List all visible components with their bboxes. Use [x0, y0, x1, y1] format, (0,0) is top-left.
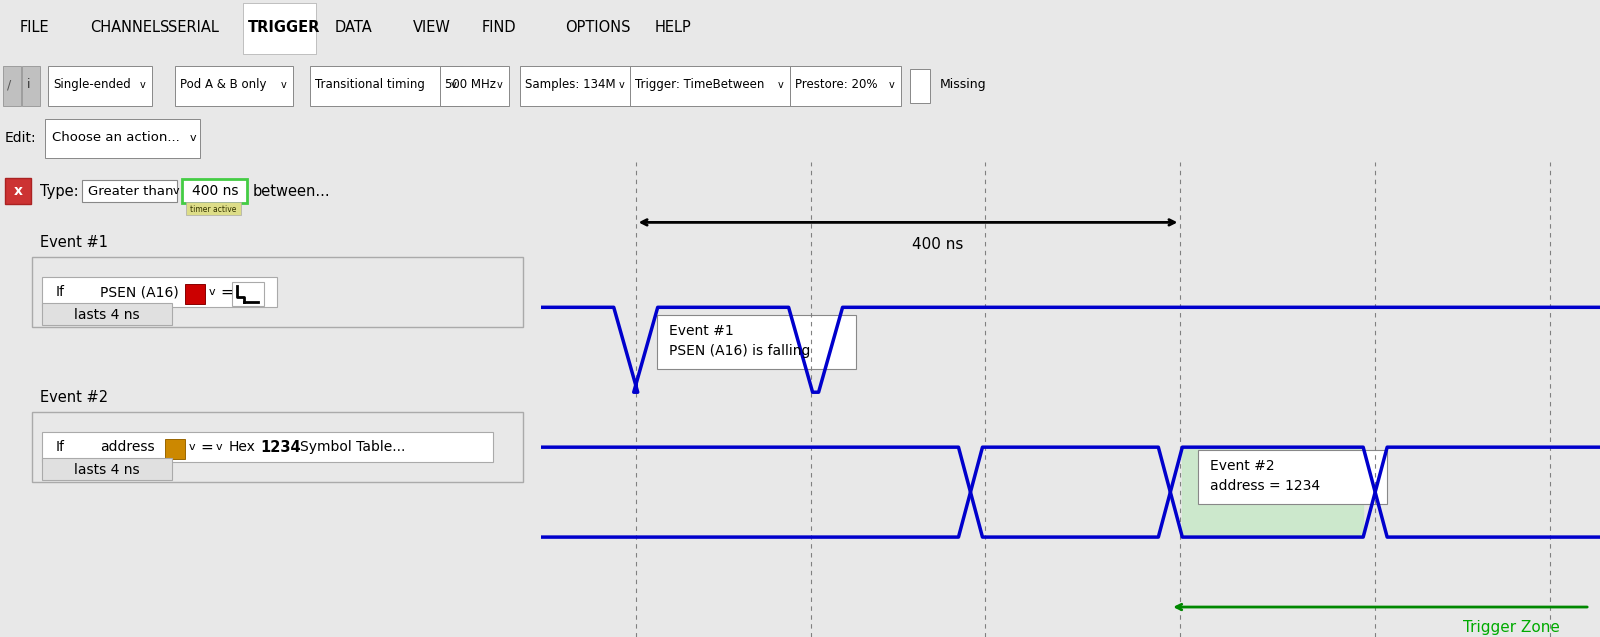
Text: If: If	[56, 440, 64, 454]
Bar	[82, 180, 178, 203]
Text: Pod A & B only: Pod A & B only	[179, 78, 267, 91]
Text: PSEN (A16) is falling: PSEN (A16) is falling	[669, 344, 810, 358]
Bar	[174, 66, 293, 106]
Text: timer active: timer active	[190, 205, 237, 214]
Text: DATA: DATA	[334, 20, 373, 35]
Text: If: If	[56, 285, 64, 299]
Text: v: v	[173, 187, 179, 196]
Bar	[630, 66, 790, 106]
Text: OPTIONS: OPTIONS	[565, 20, 630, 35]
Text: between...: between...	[253, 184, 330, 199]
Text: v: v	[282, 80, 286, 90]
Text: PSEN (A16): PSEN (A16)	[101, 285, 179, 299]
Text: v: v	[216, 442, 222, 452]
Text: v: v	[208, 287, 214, 297]
Bar	[42, 303, 173, 326]
Text: Event #2: Event #2	[1210, 459, 1275, 473]
Text: v: v	[890, 80, 894, 90]
Text: address: address	[101, 440, 155, 454]
Bar	[32, 412, 523, 482]
Text: v: v	[141, 80, 146, 90]
Text: Transitional timing: Transitional timing	[315, 78, 426, 91]
Bar	[42, 277, 277, 307]
Text: Trigger: TimeBetween: Trigger: TimeBetween	[635, 78, 765, 91]
Bar	[5, 178, 30, 204]
Text: 1234: 1234	[261, 440, 301, 455]
FancyBboxPatch shape	[656, 315, 856, 369]
Text: Greater than: Greater than	[88, 185, 174, 198]
Text: Hex: Hex	[229, 440, 256, 454]
Bar	[32, 257, 523, 327]
Bar	[186, 284, 205, 304]
Bar	[22, 66, 40, 106]
Bar	[3, 66, 21, 106]
Text: =: =	[221, 285, 234, 300]
Bar	[186, 203, 242, 215]
Text: Symbol Table...: Symbol Table...	[301, 440, 406, 454]
Text: Type:: Type:	[40, 184, 78, 199]
Text: Event #1: Event #1	[40, 235, 109, 250]
Bar	[45, 120, 200, 158]
Bar	[243, 3, 317, 54]
Text: v: v	[451, 80, 456, 90]
Bar	[440, 66, 509, 106]
Text: HELP: HELP	[654, 20, 691, 35]
Text: i: i	[27, 78, 30, 91]
Bar	[48, 66, 152, 106]
Text: v: v	[190, 132, 197, 143]
Text: /: /	[6, 78, 11, 91]
Text: FIND: FIND	[482, 20, 517, 35]
Text: 400 ns: 400 ns	[912, 237, 963, 252]
Text: Samples: 134M: Samples: 134M	[525, 78, 616, 91]
Text: CHANNELS: CHANNELS	[90, 20, 170, 35]
Text: FILE: FILE	[19, 20, 50, 35]
FancyBboxPatch shape	[1198, 450, 1387, 504]
Bar	[42, 432, 493, 462]
Text: Event #1: Event #1	[669, 324, 733, 338]
Bar	[310, 66, 462, 106]
Text: v: v	[778, 80, 784, 90]
Text: Edit:: Edit:	[5, 131, 37, 145]
Text: address = 1234: address = 1234	[1210, 479, 1320, 493]
Bar	[165, 439, 186, 459]
Text: lasts 4 ns: lasts 4 ns	[74, 308, 139, 322]
Bar	[232, 282, 264, 306]
Text: 400 ns: 400 ns	[192, 184, 238, 198]
Text: v: v	[498, 80, 502, 90]
Text: =: =	[200, 440, 213, 455]
Bar	[42, 458, 173, 480]
Text: Prestore: 20%: Prestore: 20%	[795, 78, 877, 91]
Text: TRIGGER: TRIGGER	[248, 20, 320, 35]
Text: Missing: Missing	[941, 78, 987, 91]
Bar	[790, 66, 901, 106]
Polygon shape	[1182, 447, 1363, 537]
Text: 500 MHz: 500 MHz	[445, 78, 496, 91]
Bar	[520, 66, 630, 106]
Text: x: x	[13, 184, 22, 198]
Text: Trigger Zone: Trigger Zone	[1462, 620, 1560, 634]
Text: Single-ended: Single-ended	[53, 78, 131, 91]
Bar	[182, 180, 248, 203]
Bar	[910, 69, 930, 103]
Text: v: v	[619, 80, 624, 90]
Text: SERIAL: SERIAL	[168, 20, 219, 35]
Text: lasts 4 ns: lasts 4 ns	[74, 463, 139, 477]
Text: Choose an action...: Choose an action...	[51, 131, 179, 144]
Text: VIEW: VIEW	[413, 20, 451, 35]
Text: v: v	[189, 442, 195, 452]
Text: Event #2: Event #2	[40, 390, 109, 404]
